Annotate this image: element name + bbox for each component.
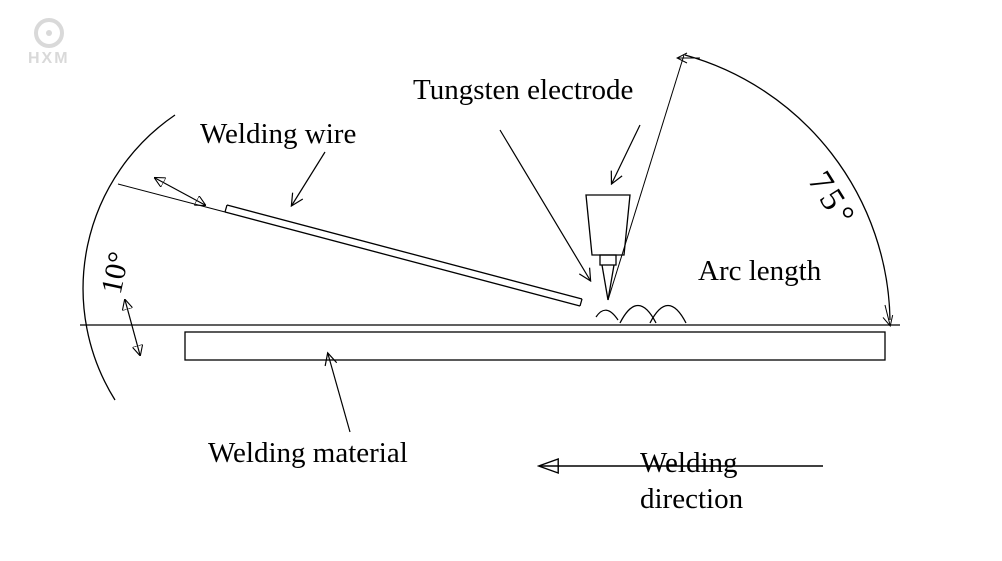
pointer-material	[328, 354, 350, 432]
welding-wire-shape	[118, 184, 582, 306]
label-welding-material: Welding material	[208, 437, 408, 470]
label-welding-wire: Welding wire	[200, 118, 356, 151]
label-tungsten-electrode: Tungsten electrode	[413, 74, 633, 107]
label-arc-length: Arc length	[698, 255, 821, 288]
pointer-welding-wire	[292, 152, 325, 205]
label-welding-direction-1: Welding	[640, 447, 738, 480]
pointer-tungsten-b	[612, 125, 640, 183]
welding-plate	[185, 332, 885, 360]
pointer-tungsten-a	[500, 130, 590, 280]
tungsten-electrode-shape	[586, 90, 630, 300]
weld-beads	[596, 306, 686, 324]
label-welding-direction-2: direction	[640, 483, 743, 516]
